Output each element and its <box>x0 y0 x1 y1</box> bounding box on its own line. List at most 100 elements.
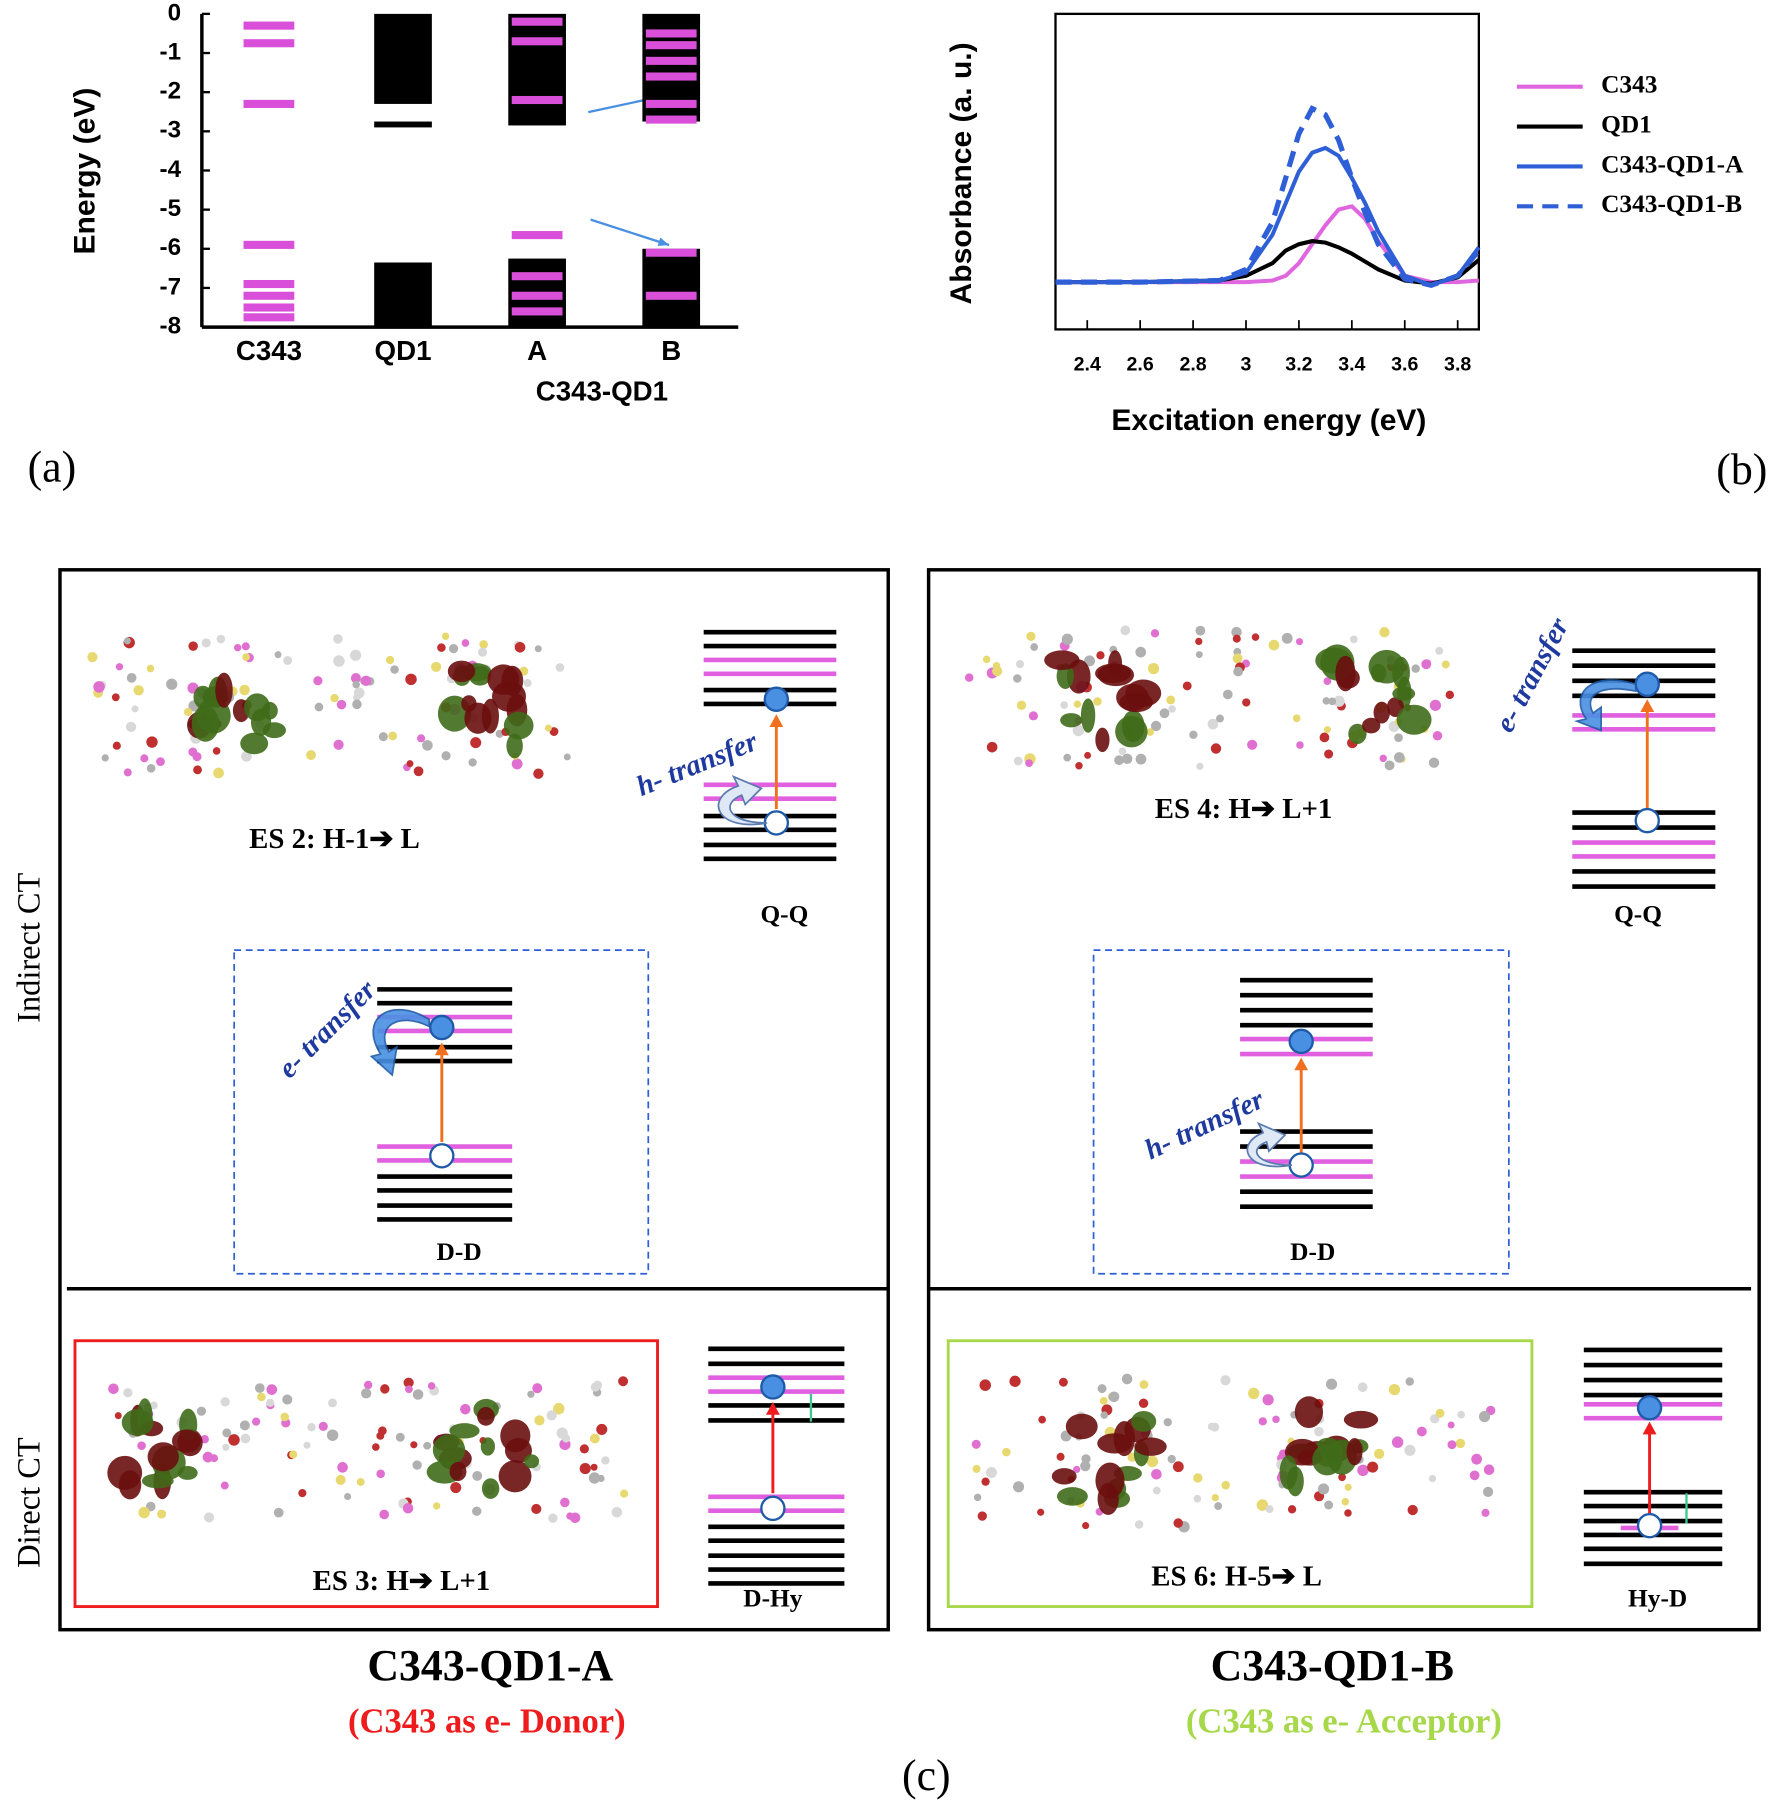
atom <box>213 767 224 779</box>
orbital-lobe <box>506 733 523 759</box>
orbital-lobe <box>1134 1437 1167 1456</box>
atom <box>353 694 361 702</box>
atom <box>1333 695 1345 707</box>
atom <box>1152 1486 1161 1495</box>
atom <box>992 662 1001 670</box>
x-tick-label: C343 <box>236 335 302 366</box>
atom <box>470 737 482 749</box>
atom <box>196 1406 207 1416</box>
scheme-label: Q-Q <box>1614 900 1662 928</box>
atom <box>1281 632 1293 644</box>
atom <box>534 645 542 653</box>
atom <box>511 758 523 770</box>
orbital-lobe <box>1392 686 1416 701</box>
atom <box>1099 1396 1108 1405</box>
orbital-lobe <box>449 1423 480 1439</box>
atom <box>468 758 477 767</box>
atom <box>1216 714 1224 723</box>
atom <box>1135 646 1147 658</box>
scheme-label: Hy-D <box>1628 1585 1687 1613</box>
atom <box>1172 1461 1184 1473</box>
atom <box>303 1441 311 1449</box>
atom <box>289 1450 298 1459</box>
atom <box>390 665 399 674</box>
atom <box>523 678 532 688</box>
atom <box>126 673 137 683</box>
electron <box>763 686 790 712</box>
atom <box>352 680 360 689</box>
atom <box>1435 1408 1445 1418</box>
level <box>243 313 295 322</box>
hole <box>1288 1152 1314 1178</box>
atom <box>1120 625 1131 636</box>
atom <box>1151 1468 1162 1480</box>
atom <box>379 1509 390 1520</box>
atom <box>1084 655 1096 667</box>
atom <box>1146 728 1154 736</box>
atom <box>125 721 137 733</box>
atom <box>364 1380 373 1390</box>
atom <box>1013 674 1022 683</box>
atom <box>1296 741 1304 749</box>
atom <box>1323 677 1332 686</box>
atom <box>412 1389 424 1400</box>
atom <box>1447 1421 1455 1429</box>
atom <box>149 1401 158 1410</box>
atom <box>413 766 424 777</box>
atom <box>589 1433 600 1444</box>
atom <box>318 1421 328 1432</box>
atom <box>1108 1391 1120 1403</box>
x-tick-label: 2.6 <box>1127 353 1154 375</box>
level <box>511 95 563 105</box>
atom <box>590 1463 598 1471</box>
atom <box>344 1493 352 1501</box>
level <box>645 56 697 65</box>
atom <box>619 1489 629 1498</box>
atom <box>1265 1505 1274 1514</box>
y-tick-label: -7 <box>160 273 182 300</box>
orbital-lobe <box>141 1473 174 1489</box>
atom <box>350 649 362 661</box>
atom <box>1258 1417 1267 1426</box>
x-tick-label: 3 <box>1241 353 1252 375</box>
atom <box>93 681 105 693</box>
orbital-lobe <box>1335 655 1356 692</box>
atom <box>579 1463 591 1475</box>
atom <box>266 1398 275 1407</box>
atom <box>563 753 571 761</box>
atom <box>561 1434 571 1443</box>
atom <box>385 655 395 665</box>
atom <box>1394 752 1405 763</box>
atom <box>1084 751 1092 759</box>
atom <box>192 752 202 762</box>
atom <box>1195 637 1203 646</box>
orbital-lobe <box>191 705 220 742</box>
atom <box>193 765 202 775</box>
level <box>243 291 295 300</box>
x-tick-label: QD1 <box>375 335 432 366</box>
atom <box>333 739 344 750</box>
atom <box>433 1502 441 1510</box>
atom <box>240 1433 251 1444</box>
atom <box>596 1423 608 1435</box>
orbital-lobe <box>171 1429 201 1453</box>
atom <box>971 1439 981 1449</box>
orbital-lobe <box>1343 1410 1379 1429</box>
hole <box>1634 807 1660 834</box>
direct-box <box>73 1339 659 1609</box>
atom <box>560 1497 570 1508</box>
atom <box>406 760 414 768</box>
atom <box>1025 759 1033 768</box>
atom <box>157 1509 167 1519</box>
atom <box>1163 1418 1172 1427</box>
level <box>645 115 697 124</box>
orbital-lobe <box>215 672 233 708</box>
orbital-lobe <box>1065 1413 1098 1440</box>
atom <box>441 751 451 761</box>
atom <box>1296 638 1304 646</box>
atom <box>335 1474 346 1485</box>
orbital-lobe <box>1115 715 1148 748</box>
level <box>645 291 697 300</box>
level <box>243 303 295 312</box>
